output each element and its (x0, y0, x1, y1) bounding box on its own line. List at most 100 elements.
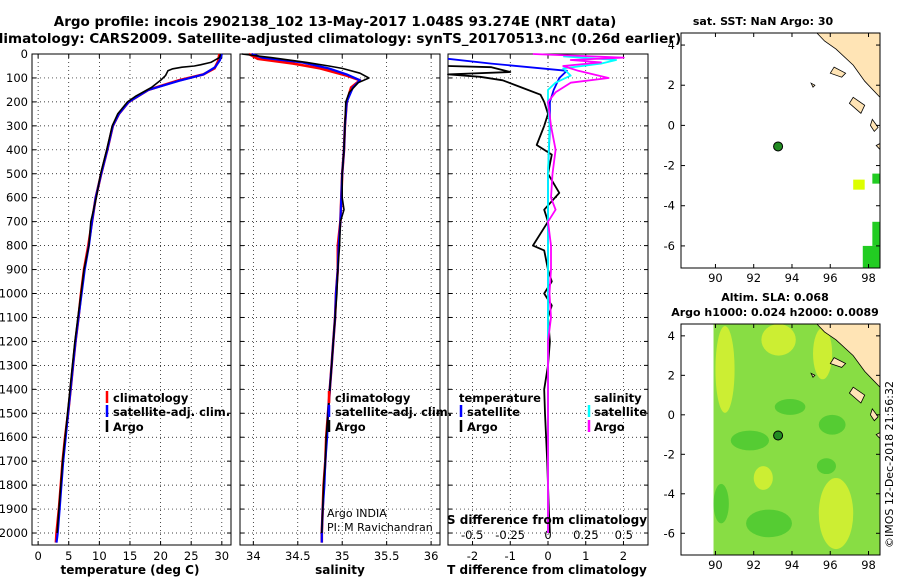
sla-map-frame (680, 323, 881, 556)
salinity-note-program: Argo INDIA (327, 507, 387, 520)
sst-map-float-marker (773, 141, 784, 152)
temperature-ytick-label: 1900 (0, 502, 28, 516)
legend-t-argo-label: Argo (467, 420, 498, 434)
sla-map-xtick-label: 96 (823, 558, 838, 572)
sst-map-layer: 90 92 94 96 98 -6 -4 -2 0 2 4 (664, 32, 881, 285)
sla-map-title: Altim. SLA: 0.068 (721, 291, 828, 304)
sla-patch (730, 430, 770, 451)
sst-cell (862, 245, 880, 268)
sla-map-xtick-label: 92 (746, 558, 761, 572)
sst-map-title: sat. SST: NaN Argo: 30 (693, 15, 834, 28)
sla-map-ytick-label: -2 (664, 447, 675, 461)
sla-map-xtick-label: 90 (708, 558, 723, 572)
sla-patch (818, 478, 854, 550)
sla-map-float-marker (773, 430, 784, 441)
salinity-note-pi: PI: M Ravichandran (327, 521, 433, 534)
temperature-xtick-label: 10 (92, 549, 107, 563)
sla-patch (774, 399, 806, 415)
legend-salinity-heading: salinity (594, 391, 642, 405)
legend-climatology-label: climatology (335, 391, 411, 405)
salinity-xtick-label: 36 (424, 549, 439, 563)
sst-map-ytick-label: 0 (668, 118, 675, 132)
difference-xtick-label: 1 (582, 549, 589, 563)
sla-map-island (829, 357, 847, 368)
sst-map-xtick-label: 98 (861, 271, 876, 285)
sla-patch (813, 327, 833, 380)
sla-map-xtick-label: 94 (785, 558, 800, 572)
temperature-xtick-label: 30 (214, 549, 229, 563)
difference-s-xtick-label: -0.25 (495, 528, 525, 542)
difference-xtick-label: -2 (467, 549, 478, 563)
legend-satellite-label: satellite-adj. clim. (113, 405, 230, 419)
sla-map-layer: 90 92 94 96 98 -6 -4 -2 0 2 4 (664, 323, 881, 572)
legend-temperature-heading: temperature (459, 391, 541, 405)
temperature-ytick-label: 1400 (0, 382, 28, 396)
sla-map-ytick-label: -6 (664, 526, 675, 540)
legend-satellite-label: satellite-adj. clim. (335, 405, 452, 419)
temperature-ytick-label: 1600 (0, 430, 28, 444)
sla-map-island (810, 372, 816, 378)
salinity-xtick-label: 34.5 (285, 549, 311, 563)
sla-map-island (869, 408, 879, 422)
difference-xtick-label: -1 (505, 549, 516, 563)
legend-argo-label: Argo (335, 420, 366, 434)
sst-map-sumatra-land (816, 33, 880, 98)
salinity-series-argo (241, 53, 370, 534)
temperature-ytick-label: 100 (6, 71, 28, 85)
temperature-chart-layer: 0 5 10 15 20 25 300100200300400500600700800900… (0, 47, 232, 563)
difference-s-xtick-label: -0.5 (461, 528, 483, 542)
sla-map-island (848, 386, 866, 404)
salinity-chart-layer: 34 34.5 35 35.5 36 (239, 52, 441, 563)
difference-top-label: S difference from climatology (447, 513, 647, 527)
sst-map-xtick-label: 90 (708, 271, 723, 285)
sst-map-island (829, 66, 847, 78)
difference-chart-layer: -2 -1 0 1 2 -0.5 -0.25 0 0.25 0.5 (447, 53, 649, 563)
difference-legend: temperature satellite Argo salinity sate… (459, 391, 647, 434)
sla-map-xtick-label: 98 (861, 558, 876, 572)
salinity-xtick-label: 34 (246, 549, 261, 563)
sst-cell (872, 221, 880, 246)
sla-map-panel: Altim. SLA: 0.068 Argo h1000: 0.024 h200… (664, 291, 881, 572)
sla-map-ytick-label: 0 (668, 408, 675, 422)
difference-s-xtick-label: 0.5 (615, 528, 633, 542)
sst-map-frame (680, 32, 881, 269)
temperature-ytick-label: 400 (6, 143, 28, 157)
sla-patch (818, 414, 846, 435)
temperature-xtick-label: 0 (34, 549, 41, 563)
difference-xlabel: T difference from climatology (447, 563, 647, 577)
difference-s-xtick-label: 0.25 (573, 528, 599, 542)
sla-map-ytick-label: 4 (668, 329, 675, 343)
temperature-legend: climatology satellite-adj. clim. Argo (105, 391, 230, 434)
sst-map-ytick-label: -6 (664, 239, 675, 253)
difference-xtick-label: 0 (544, 549, 551, 563)
sst-map-ytick-label: 4 (668, 38, 675, 52)
difference-xtick-label: 2 (620, 549, 627, 563)
sst-map-ytick-label: -2 (664, 159, 675, 173)
salinity-panel: 34 34.5 35 35.5 36 salinity climatology sate… (239, 52, 452, 577)
legend-s-argo-label: Argo (594, 420, 625, 434)
salinity-xtick-label: 35.5 (374, 549, 400, 563)
temperature-ytick-label: 700 (6, 215, 28, 229)
temperature-xtick-label: 5 (65, 549, 72, 563)
temperature-ytick-label: 1500 (0, 406, 28, 420)
sst-map-island (848, 96, 866, 114)
temperature-ytick-label: 1200 (0, 334, 28, 348)
difference-series-salinity-argo (532, 53, 625, 533)
sst-map-island (869, 118, 879, 133)
temperature-ytick-label: 500 (6, 167, 28, 181)
legend-climatology-label: climatology (113, 391, 189, 405)
legend-t-satellite-label: satellite (467, 405, 520, 419)
sst-map-xtick-label: 94 (785, 271, 800, 285)
sla-patch (713, 483, 729, 524)
difference-series-temperature-argo (447, 65, 561, 534)
legend-s-satellite-label: satellite (594, 405, 647, 419)
sst-map-ytick-label: 2 (668, 78, 675, 92)
sla-patch (816, 458, 836, 475)
temperature-ytick-label: 300 (6, 119, 28, 133)
sst-map-xtick-label: 92 (746, 271, 761, 285)
temperature-ytick-label: 600 (6, 191, 28, 205)
figure-title-line2: Climatology: CARS2009. Satellite-adjuste… (0, 31, 681, 47)
temperature-ytick-label: 800 (6, 239, 28, 253)
difference-panel: -2 -1 0 1 2 -0.5 -0.25 0 0.25 0.5 T difference fr… (447, 53, 649, 577)
